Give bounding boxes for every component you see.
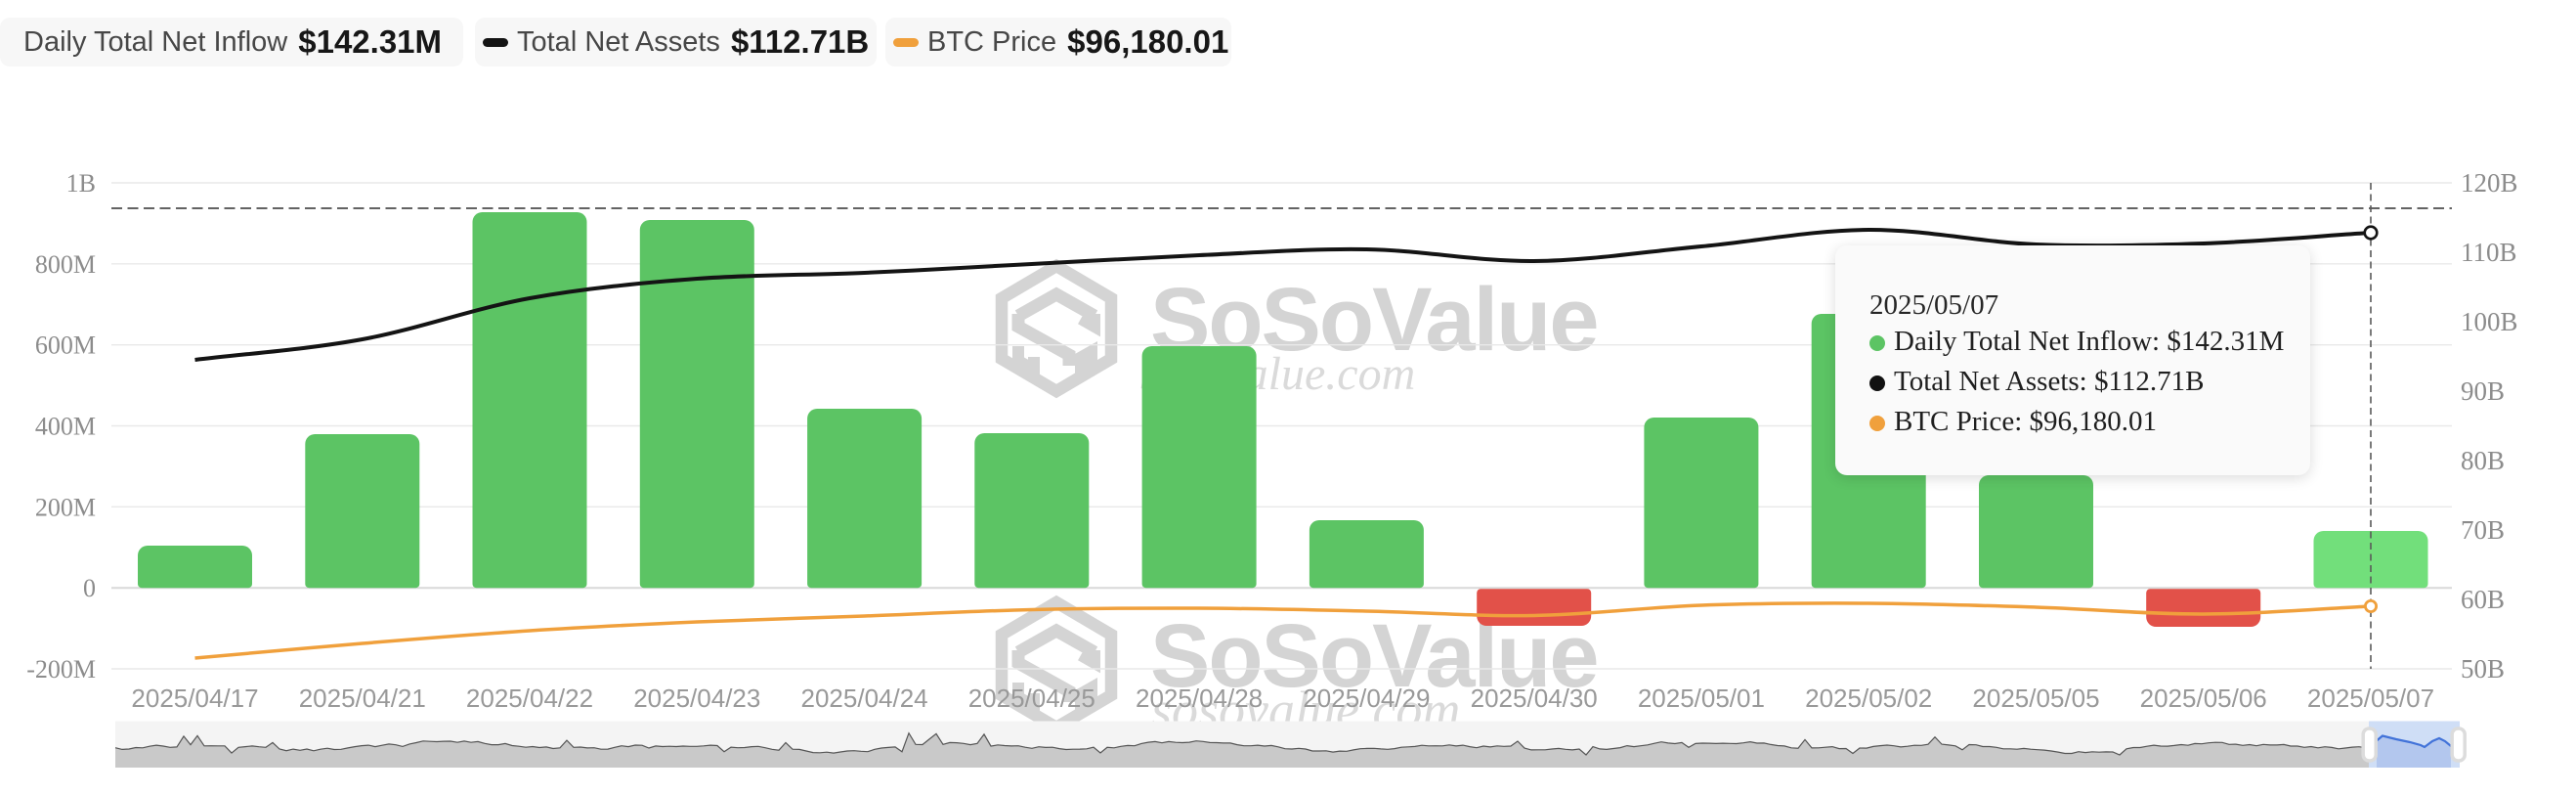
svg-text:2025/04/29: 2025/04/29 (1303, 684, 1430, 713)
svg-text:2025/04/21: 2025/04/21 (299, 684, 426, 713)
svg-text:100B: 100B (2461, 307, 2518, 336)
svg-text:2025/04/24: 2025/04/24 (801, 684, 928, 713)
svg-text:2025/04/22: 2025/04/22 (466, 684, 593, 713)
svg-text:60B: 60B (2461, 585, 2505, 614)
svg-text:2025/05/06: 2025/05/06 (2140, 684, 2267, 713)
svg-text:50B: 50B (2461, 654, 2505, 684)
svg-text:800M: 800M (35, 250, 96, 279)
svg-text:2025/05/02: 2025/05/02 (1805, 684, 1932, 713)
svg-text:110B: 110B (2461, 238, 2517, 267)
svg-text:120B: 120B (2461, 168, 2518, 198)
svg-text:400M: 400M (35, 413, 96, 441)
svg-text:-200M: -200M (26, 655, 96, 684)
svg-text:600M: 600M (35, 331, 96, 360)
svg-text:2025/05/05: 2025/05/05 (1972, 684, 2099, 713)
svg-text:2025/04/17: 2025/04/17 (131, 684, 258, 713)
svg-text:200M: 200M (35, 493, 96, 521)
svg-text:80B: 80B (2461, 446, 2505, 475)
svg-text:2025/04/25: 2025/04/25 (968, 684, 1095, 713)
svg-text:2025/04/30: 2025/04/30 (1471, 684, 1598, 713)
svg-text:2025/05/07: 2025/05/07 (2307, 684, 2434, 713)
svg-text:70B: 70B (2461, 515, 2505, 545)
svg-text:2025/05/01: 2025/05/01 (1638, 684, 1765, 713)
svg-text:1B: 1B (66, 169, 96, 198)
svg-text:0: 0 (83, 574, 96, 602)
svg-text:2025/04/23: 2025/04/23 (633, 684, 760, 713)
svg-text:2025/04/28: 2025/04/28 (1136, 684, 1263, 713)
svg-text:90B: 90B (2461, 376, 2505, 406)
